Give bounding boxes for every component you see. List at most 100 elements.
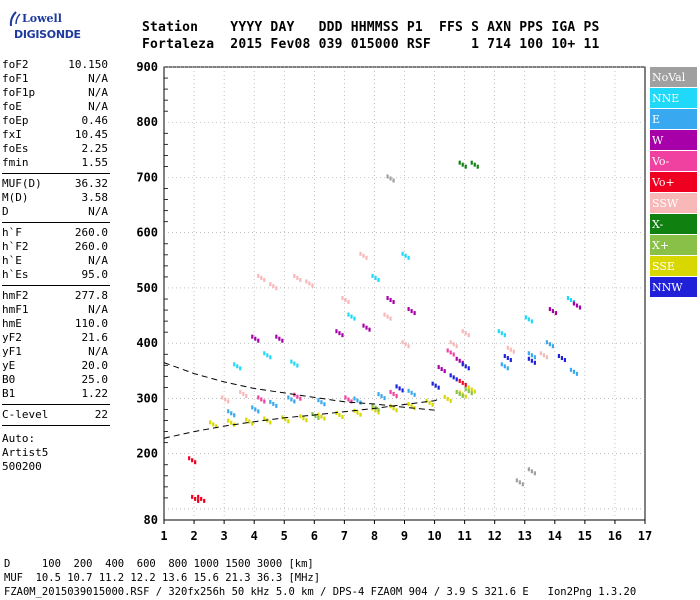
auto-line2: Artist5 bbox=[2, 446, 49, 459]
param-value: 1.22 bbox=[81, 387, 109, 400]
param-value: 260.0 bbox=[74, 226, 108, 239]
echo-point-sse bbox=[245, 417, 248, 422]
echo-point-w bbox=[254, 336, 257, 341]
echo-point-e bbox=[257, 409, 260, 414]
parameter-panel: foF2 10.150 foF1 N/A foF1p N/A foE N/A foEp 0.46 f… bbox=[2, 58, 112, 474]
echo-point-sse bbox=[395, 408, 398, 413]
echo-point-x bbox=[461, 393, 464, 398]
param-row: D N/A bbox=[2, 205, 112, 219]
echo-point-nne bbox=[239, 366, 242, 371]
echo-point-e bbox=[407, 388, 410, 393]
echo-point-sse bbox=[305, 418, 308, 423]
echo-point-vo bbox=[464, 382, 467, 387]
echo-point-ssw bbox=[257, 273, 260, 278]
echo-point-e bbox=[530, 353, 533, 358]
legend-item: SSW bbox=[650, 193, 697, 214]
param-value: N/A bbox=[88, 345, 108, 358]
param-row: h`F 260.0 bbox=[2, 226, 112, 240]
auto-line1: Auto: bbox=[2, 432, 36, 445]
legend-item: W bbox=[650, 130, 697, 151]
echo-point-ssw bbox=[272, 284, 275, 289]
param-row: foF1 N/A bbox=[2, 72, 112, 86]
legend-item: SSE bbox=[650, 256, 697, 277]
plot-frame bbox=[163, 66, 646, 521]
param-row: B0 25.0 bbox=[2, 373, 112, 387]
echo-point-nnw bbox=[452, 375, 455, 380]
echo-point-e bbox=[575, 371, 579, 376]
echo-point-w bbox=[278, 336, 281, 341]
echo-point-e bbox=[506, 366, 509, 371]
echo-point-nne bbox=[347, 312, 350, 317]
y-tick-label: 500 bbox=[136, 281, 158, 295]
param-value: 0.46 bbox=[81, 114, 109, 127]
echo-point-x bbox=[377, 407, 380, 412]
echo-point-nnw bbox=[530, 358, 533, 363]
echo-point-ssw bbox=[242, 391, 245, 396]
echo-point-sse bbox=[299, 414, 302, 419]
echo-point-nnw bbox=[434, 383, 437, 388]
legend-item: X- bbox=[650, 214, 697, 235]
echo-point-w bbox=[551, 309, 555, 314]
param-name: yF1 bbox=[2, 345, 22, 358]
echo-point-w bbox=[275, 334, 278, 339]
echo-point-w bbox=[392, 300, 395, 305]
echo-point-e bbox=[533, 355, 536, 360]
echo-point-vo bbox=[389, 389, 392, 394]
echo-point-sse bbox=[317, 412, 320, 417]
echo-point-nnw bbox=[527, 356, 530, 361]
echo-point-sse bbox=[263, 416, 266, 421]
param-name: C-level bbox=[2, 408, 49, 421]
echo-point-x bbox=[470, 391, 473, 396]
auto-line3: 500200 bbox=[2, 460, 42, 473]
echo-point-nne bbox=[407, 255, 410, 260]
echo-point-w bbox=[578, 305, 582, 310]
param-row: foEp 0.46 bbox=[2, 114, 112, 128]
echo-point-e bbox=[275, 403, 278, 408]
echo-point-x bbox=[476, 164, 479, 169]
echo-point-nne bbox=[233, 362, 236, 367]
echo-point-vo bbox=[191, 494, 194, 499]
echo-point-w bbox=[575, 303, 579, 308]
param-name: B1 bbox=[2, 387, 16, 400]
echo-point-x bbox=[473, 162, 476, 167]
echo-point-sse bbox=[341, 414, 344, 419]
echo-point-e bbox=[233, 413, 236, 418]
echo-point-nne bbox=[404, 253, 407, 258]
legend-item: X+ bbox=[650, 235, 697, 256]
echo-point-e bbox=[323, 402, 326, 407]
echo-point-vo bbox=[194, 460, 197, 465]
echo-point-x bbox=[455, 389, 458, 394]
x-tick-label: 4 bbox=[251, 529, 258, 543]
logo-line1: Lowell bbox=[22, 12, 62, 25]
echo-point-w bbox=[257, 338, 260, 343]
param-row: M(D) 3.58 bbox=[2, 191, 112, 205]
echo-point-x bbox=[461, 162, 464, 167]
param-row: foE N/A bbox=[2, 100, 112, 114]
x-tick-label: 11 bbox=[457, 529, 471, 543]
auto-scaling-info: Auto: Artist5 500200 bbox=[2, 432, 112, 474]
param-value: N/A bbox=[88, 303, 108, 316]
echo-point-ssw bbox=[386, 314, 389, 319]
echo-point-vo bbox=[347, 397, 350, 402]
legend-item: Vo+ bbox=[650, 172, 697, 193]
echo-point-nne bbox=[527, 317, 530, 322]
param-name: MUF(D) bbox=[2, 177, 42, 190]
echo-point-vo bbox=[461, 380, 464, 385]
echo-point-e bbox=[572, 369, 576, 374]
echo-point-ssw bbox=[401, 340, 404, 345]
echo-point-ssw bbox=[305, 279, 308, 284]
param-name: hmF1 bbox=[2, 303, 29, 316]
echo-point-vo bbox=[263, 399, 266, 404]
echo-point-e bbox=[500, 362, 503, 367]
echo-point-w bbox=[335, 329, 338, 334]
echo-point-x bbox=[458, 160, 461, 165]
echo-point-sse bbox=[392, 406, 395, 411]
y-tick-label: 300 bbox=[136, 391, 158, 405]
echo-point-nnw bbox=[533, 360, 536, 365]
param-value: 3.58 bbox=[81, 191, 109, 204]
echo-point-e bbox=[413, 392, 416, 397]
echo-point-nne bbox=[263, 351, 266, 356]
echo-point-w bbox=[251, 334, 254, 339]
legend: NoVal NNE E W Vo- Vo+ SSW X- X+ SSE NNW bbox=[650, 67, 697, 298]
echo-point-vo bbox=[197, 494, 200, 499]
